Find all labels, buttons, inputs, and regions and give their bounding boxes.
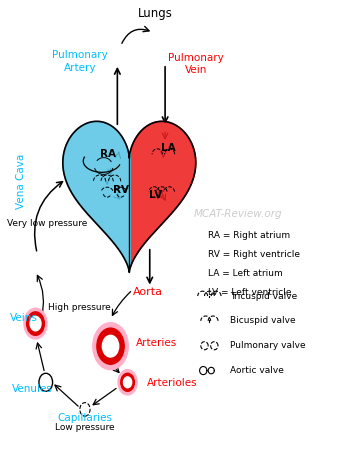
Polygon shape xyxy=(63,121,196,272)
Circle shape xyxy=(102,335,119,357)
Text: Pulmonary
Artery: Pulmonary Artery xyxy=(52,50,108,72)
Text: LV = Left ventricle: LV = Left ventricle xyxy=(208,288,291,297)
Circle shape xyxy=(97,328,124,364)
Circle shape xyxy=(27,312,44,335)
Text: LA: LA xyxy=(160,143,175,153)
Circle shape xyxy=(93,323,128,370)
Text: Bicuspid valve: Bicuspid valve xyxy=(230,316,295,325)
Text: Vena Cava: Vena Cava xyxy=(16,154,26,209)
Text: RA: RA xyxy=(100,149,116,159)
Text: Lungs: Lungs xyxy=(137,6,172,19)
Circle shape xyxy=(24,308,47,339)
Text: Aortic valve: Aortic valve xyxy=(230,366,284,375)
Circle shape xyxy=(124,377,132,388)
Text: High pressure: High pressure xyxy=(49,303,111,312)
Circle shape xyxy=(121,373,135,391)
Text: RA = Right atrium: RA = Right atrium xyxy=(208,231,290,240)
Polygon shape xyxy=(63,121,196,272)
Circle shape xyxy=(118,370,137,395)
Text: Arterioles: Arterioles xyxy=(147,378,198,388)
Text: RV: RV xyxy=(113,185,129,195)
Circle shape xyxy=(30,316,41,331)
Text: LA = Left atrium: LA = Left atrium xyxy=(208,269,283,278)
Text: Pulmonary valve: Pulmonary valve xyxy=(230,341,306,350)
Text: Venules: Venules xyxy=(12,384,53,394)
Text: LV: LV xyxy=(149,190,163,200)
Text: MCAT-Review.org: MCAT-Review.org xyxy=(194,209,283,219)
Text: Aorta: Aorta xyxy=(133,287,163,297)
Text: RV = Right ventricle: RV = Right ventricle xyxy=(208,250,300,259)
Text: Low pressure: Low pressure xyxy=(55,423,115,432)
Text: Tricuspid valve: Tricuspid valve xyxy=(230,292,297,300)
Text: Capillaries: Capillaries xyxy=(58,413,113,423)
Polygon shape xyxy=(63,121,196,272)
Text: Veins: Veins xyxy=(10,313,38,323)
Text: Arteries: Arteries xyxy=(136,338,178,348)
Text: Very low pressure: Very low pressure xyxy=(7,220,88,228)
Text: Pulmonary
Vein: Pulmonary Vein xyxy=(168,53,224,75)
